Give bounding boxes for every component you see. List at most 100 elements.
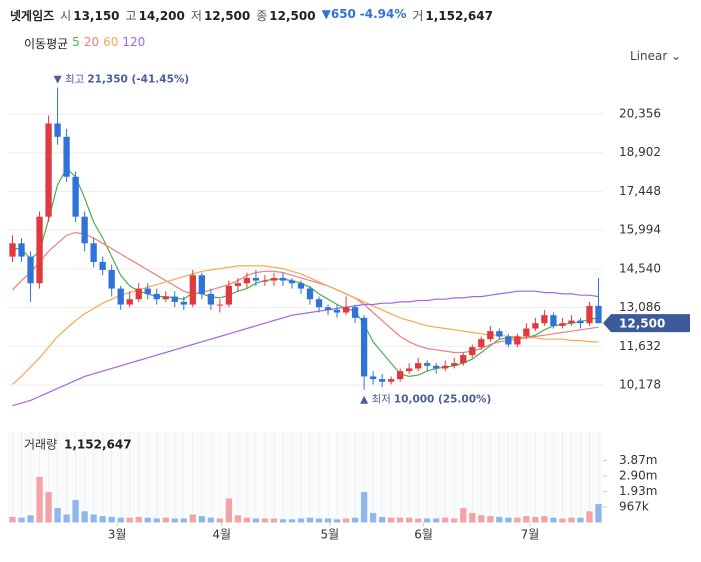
candle-body xyxy=(406,368,413,372)
quote-item: 시 13,150 xyxy=(60,7,119,24)
candle-body xyxy=(397,371,404,380)
volume-bar xyxy=(333,519,341,523)
candle-body xyxy=(90,243,97,262)
volume-bar xyxy=(225,498,233,523)
volume-bar xyxy=(45,492,52,523)
volume-bar xyxy=(216,518,224,523)
volume-bar xyxy=(469,512,476,523)
candle-body xyxy=(135,288,142,300)
volume-bar xyxy=(433,518,440,523)
legend: 이동평균 5 20 60 120 xyxy=(24,35,145,52)
candle-body xyxy=(27,256,34,284)
volume-bar xyxy=(153,518,160,523)
price-tag-label: 12,500 xyxy=(619,317,665,331)
candle-body xyxy=(45,123,52,217)
candle-body xyxy=(505,336,512,345)
candle-body xyxy=(324,307,332,310)
candle-body xyxy=(171,296,178,302)
x-tick-label: 7월 xyxy=(521,528,540,542)
candle-body xyxy=(351,307,359,318)
candle-body xyxy=(99,261,106,270)
volume-bar xyxy=(523,516,530,523)
quote-item: 거 1,152,647 xyxy=(412,7,493,24)
candle-body xyxy=(288,280,296,284)
volume-bar xyxy=(288,519,296,523)
candle-body xyxy=(433,365,440,369)
volume-bar xyxy=(369,512,377,523)
quote-value: 1,152,647 xyxy=(425,9,493,23)
volume-bar xyxy=(63,514,70,523)
volume-bar xyxy=(360,492,368,523)
candle-body xyxy=(387,379,395,382)
quote-label: 고 xyxy=(125,9,137,23)
candle-body xyxy=(586,305,593,324)
volume-bar xyxy=(424,518,431,523)
volume-bar xyxy=(487,516,494,523)
volume-bar xyxy=(72,500,79,523)
change-value: 650 xyxy=(330,7,356,21)
volume-bar xyxy=(207,517,214,523)
candle-body xyxy=(478,339,485,348)
quote-label: 거 xyxy=(412,9,424,23)
volume-bar xyxy=(162,517,169,523)
candle-body xyxy=(234,283,242,286)
quote-item: 종 12,500 xyxy=(256,7,315,24)
volume-bar xyxy=(532,516,539,523)
volume-bar xyxy=(406,517,413,523)
volume-bar xyxy=(135,516,142,523)
high-annotation-label: 최고 xyxy=(65,74,85,86)
candle-body xyxy=(108,269,115,289)
candle-body xyxy=(568,320,575,324)
moving-average xyxy=(12,290,599,407)
volume-bar xyxy=(117,517,124,523)
scale-toggle[interactable]: Linear ⌄ xyxy=(630,49,682,63)
candle-body xyxy=(333,309,341,313)
scale-label: Linear xyxy=(630,49,668,63)
candle-body xyxy=(315,299,323,308)
y-tick-label: 10,178 xyxy=(619,378,661,392)
volume-bar xyxy=(568,517,575,523)
candle-body xyxy=(225,285,233,305)
x-tick-label: 3월 xyxy=(108,528,127,542)
candle-body xyxy=(595,305,602,324)
x-tick-label: 6월 xyxy=(414,528,433,542)
volume-bar xyxy=(496,516,503,523)
low-annotation-text: 10,000 (25.00%) xyxy=(394,394,492,406)
volume-bar xyxy=(270,518,278,523)
volume-bar xyxy=(460,508,467,523)
y-tick-label: 15,994 xyxy=(619,223,661,237)
candle-body xyxy=(577,320,584,324)
volume-bar xyxy=(442,517,449,523)
quote-value: 13,150 xyxy=(73,9,120,23)
x-tick-label: 5월 xyxy=(320,528,339,542)
candle-body xyxy=(81,216,88,244)
volume-title: 거래량 xyxy=(24,438,57,452)
volume-bar xyxy=(451,518,458,523)
volume-bar xyxy=(36,476,43,523)
volume-bar xyxy=(577,517,584,523)
candle-body xyxy=(198,275,205,294)
legend-entry: 120 xyxy=(122,35,146,49)
volume-tick-label: 2.90m xyxy=(619,469,657,483)
candle-body xyxy=(378,379,386,382)
change-pct: -4.94% xyxy=(359,7,407,21)
moving-average xyxy=(12,231,599,354)
candle-body xyxy=(180,301,187,305)
volume-bar xyxy=(189,514,196,523)
volume-bar xyxy=(126,517,133,523)
low-annotation-label: 최저 xyxy=(372,394,391,406)
quote-value: 12,500 xyxy=(269,9,316,23)
high-annotation-text: 21,350 (-41.45%) xyxy=(87,74,189,86)
candle-body xyxy=(451,363,458,366)
candle-body xyxy=(126,299,133,305)
volume-bar xyxy=(324,518,332,523)
y-tick-label: 13,086 xyxy=(619,300,661,314)
volume-bar xyxy=(586,511,593,523)
low-annotation: ▲ 최저 10,000 (25.00%) xyxy=(360,394,491,406)
candle-body xyxy=(306,288,314,300)
x-tick-label: 4월 xyxy=(212,528,231,542)
volume-bar xyxy=(144,517,151,523)
y-tick-label: 20,356 xyxy=(619,107,661,121)
